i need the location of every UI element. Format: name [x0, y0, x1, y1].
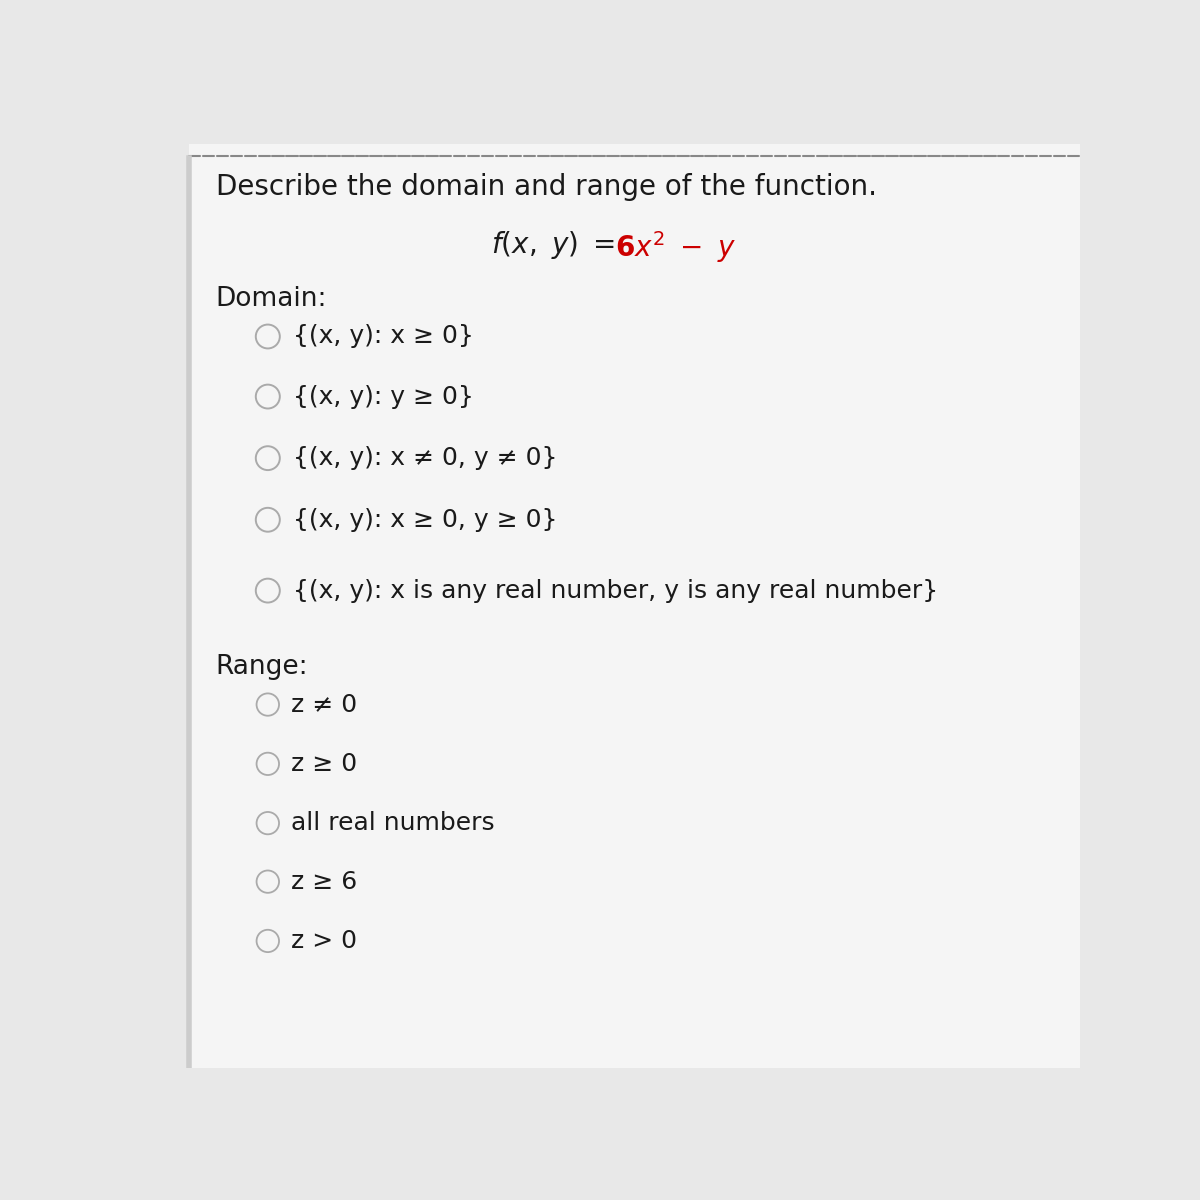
Text: {(x, y): y ≥ 0}: {(x, y): y ≥ 0} [293, 384, 474, 408]
Text: z ≠ 0: z ≠ 0 [292, 692, 358, 716]
Text: {(x, y): x ≥ 0}: {(x, y): x ≥ 0} [293, 324, 474, 348]
FancyBboxPatch shape [188, 144, 1080, 1068]
Text: {(x, y): x ≠ 0, y ≠ 0}: {(x, y): x ≠ 0, y ≠ 0} [293, 446, 557, 470]
Text: z ≥ 0: z ≥ 0 [292, 752, 358, 776]
Text: z > 0: z > 0 [292, 929, 358, 953]
Text: Domain:: Domain: [216, 287, 328, 312]
Text: $\mathbf{6}\mathit{x}^2\ -\ \mathit{y}$: $\mathbf{6}\mathit{x}^2\ -\ \mathit{y}$ [616, 229, 736, 264]
Text: {(x, y): x ≥ 0, y ≥ 0}: {(x, y): x ≥ 0, y ≥ 0} [293, 508, 557, 532]
Text: z ≥ 6: z ≥ 6 [292, 870, 358, 894]
Text: Describe the domain and range of the function.: Describe the domain and range of the fun… [216, 173, 877, 202]
Text: all real numbers: all real numbers [292, 811, 494, 835]
Text: $\mathit{f}(\mathit{x},\ \mathit{y})\ =\ $: $\mathit{f}(\mathit{x},\ \mathit{y})\ =\… [491, 229, 616, 260]
Text: Range:: Range: [216, 654, 308, 679]
Text: {(x, y): x is any real number, y is any real number}: {(x, y): x is any real number, y is any … [293, 578, 938, 602]
